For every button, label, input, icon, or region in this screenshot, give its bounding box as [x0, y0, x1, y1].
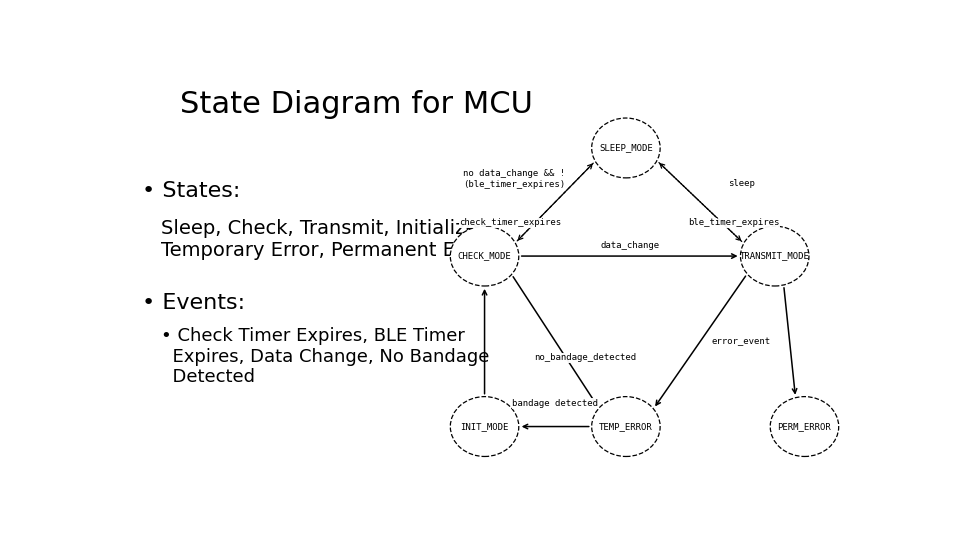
Text: State Diagram for MCU: State Diagram for MCU	[180, 90, 533, 119]
Text: INIT_MODE: INIT_MODE	[461, 422, 509, 431]
Text: Sleep, Check, Transmit, Initialize,
Temporary Error, Permanent Error: Sleep, Check, Transmit, Initialize, Temp…	[161, 219, 491, 260]
Text: data_change: data_change	[600, 241, 660, 250]
Text: TEMP_ERROR: TEMP_ERROR	[599, 422, 653, 431]
Text: no data_change && !
(ble_timer_expires): no data_change && ! (ble_timer_expires)	[464, 170, 565, 189]
Ellipse shape	[450, 226, 518, 286]
Text: SLEEP_MODE: SLEEP_MODE	[599, 144, 653, 152]
Ellipse shape	[450, 396, 518, 456]
Ellipse shape	[591, 396, 660, 456]
Text: • States:: • States:	[142, 181, 241, 201]
Text: CHECK_MODE: CHECK_MODE	[458, 252, 512, 261]
Text: sleep: sleep	[728, 179, 755, 188]
Text: check_timer_expires: check_timer_expires	[460, 218, 562, 227]
Text: • Check Timer Expires, BLE Timer
  Expires, Data Change, No Bandage
  Detected: • Check Timer Expires, BLE Timer Expires…	[161, 327, 490, 386]
Text: TRANSMIT_MODE: TRANSMIT_MODE	[740, 252, 809, 261]
Ellipse shape	[740, 226, 809, 286]
Text: ble_timer_expires: ble_timer_expires	[688, 218, 780, 227]
Text: error_event: error_event	[711, 337, 771, 346]
Text: • Events:: • Events:	[142, 294, 246, 314]
Text: PERM_ERROR: PERM_ERROR	[778, 422, 831, 431]
Ellipse shape	[770, 396, 839, 456]
Ellipse shape	[591, 118, 660, 178]
Text: bandage detected: bandage detected	[513, 399, 598, 408]
Text: no_bandage_detected: no_bandage_detected	[534, 354, 636, 362]
